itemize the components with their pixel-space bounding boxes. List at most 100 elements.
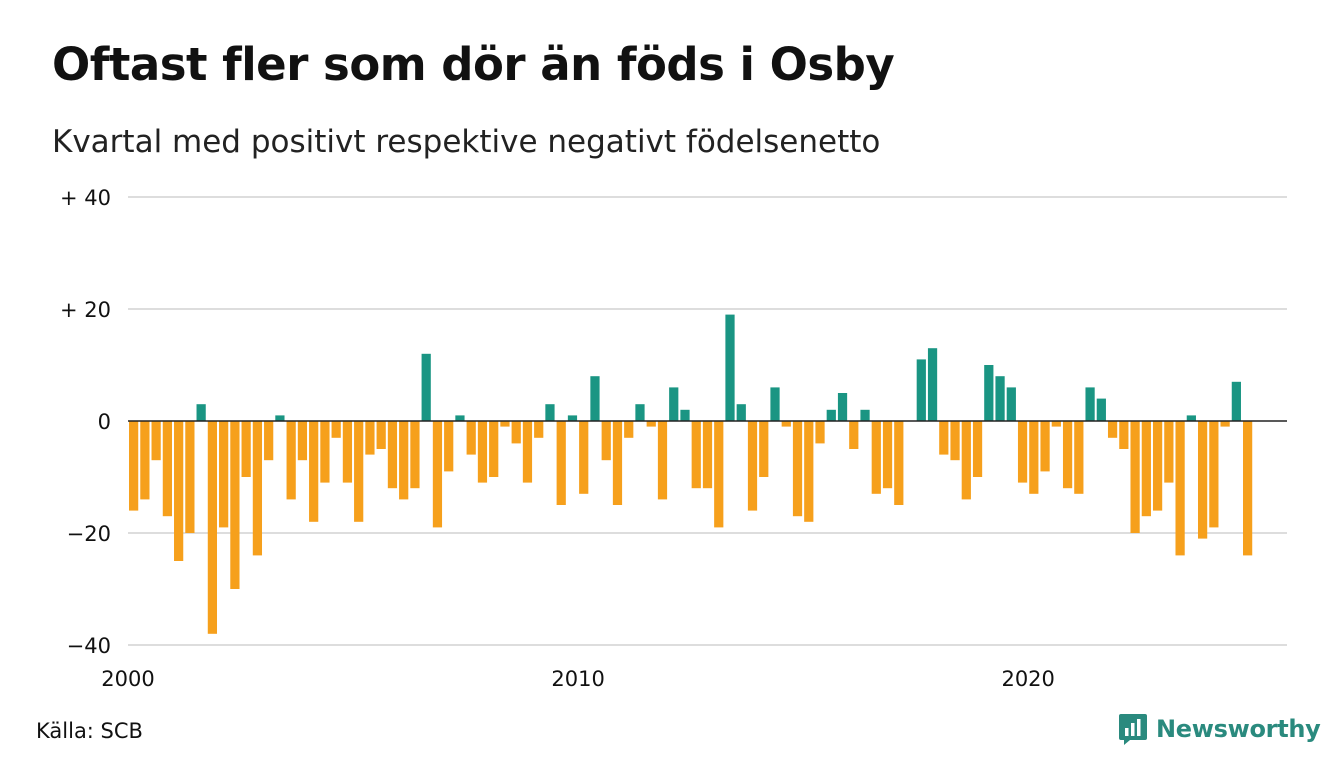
bar-positive bbox=[669, 387, 679, 421]
bar-negative bbox=[410, 421, 420, 489]
bar-negative bbox=[365, 421, 375, 455]
bar-negative bbox=[1040, 421, 1050, 472]
bar-negative bbox=[950, 421, 960, 461]
source-note: Källa: SCB bbox=[36, 719, 143, 743]
y-tick-label: −20 bbox=[67, 522, 111, 546]
bar-negative bbox=[162, 421, 172, 517]
bar-positive bbox=[635, 404, 645, 421]
bar-positive bbox=[1096, 398, 1106, 421]
bar-positive bbox=[927, 348, 938, 421]
bar-negative bbox=[691, 421, 701, 489]
bar-negative bbox=[804, 421, 814, 522]
bar-negative bbox=[444, 421, 454, 472]
bar-negative bbox=[432, 421, 443, 528]
bar-negative bbox=[849, 421, 859, 449]
bar-negative bbox=[747, 421, 758, 511]
bar-negative bbox=[522, 421, 533, 483]
bar-negative bbox=[1017, 421, 1028, 483]
bar-negative bbox=[1051, 421, 1061, 427]
grid-lines bbox=[128, 196, 1287, 646]
bar-negative bbox=[219, 421, 229, 528]
brand-logo[interactable]: Newsworthy bbox=[1118, 712, 1321, 746]
bar-positive bbox=[826, 409, 836, 421]
bar-negative bbox=[556, 421, 566, 505]
y-tick-label: 0 bbox=[98, 410, 111, 434]
bar-negative bbox=[466, 421, 476, 455]
bar-series bbox=[129, 314, 1253, 634]
bar-negative bbox=[781, 421, 791, 427]
bar-negative bbox=[612, 421, 623, 505]
bar-negative bbox=[264, 421, 274, 461]
bar-positive bbox=[860, 409, 870, 421]
bar-negative bbox=[759, 421, 769, 477]
x-tick-label: 2010 bbox=[551, 667, 604, 691]
bar-positive bbox=[984, 365, 994, 421]
bar-positive bbox=[1186, 415, 1196, 421]
bar-positive bbox=[196, 404, 206, 421]
bar-negative bbox=[871, 421, 881, 494]
y-tick-label: + 40 bbox=[60, 186, 111, 210]
bar-negative bbox=[1062, 421, 1073, 489]
bar-positive bbox=[1006, 387, 1016, 421]
bar-positive bbox=[1085, 387, 1095, 421]
bar-negative bbox=[1209, 421, 1219, 528]
bar-negative bbox=[714, 421, 724, 528]
bar-positive bbox=[455, 415, 465, 421]
bar-negative bbox=[477, 421, 488, 483]
bar-negative bbox=[387, 421, 398, 489]
bar-negative bbox=[331, 421, 341, 438]
bar-negative bbox=[1141, 421, 1151, 517]
bar-positive bbox=[421, 353, 431, 421]
bar-positive bbox=[1231, 381, 1241, 421]
bar-positive bbox=[736, 404, 746, 421]
bar-negative bbox=[1119, 421, 1129, 449]
bar-negative bbox=[1130, 421, 1140, 533]
bar-negative bbox=[320, 421, 330, 483]
bar-negative bbox=[624, 421, 634, 438]
bar-negative bbox=[140, 421, 150, 500]
newsworthy-logo-icon bbox=[1119, 714, 1147, 745]
bar-negative bbox=[151, 421, 161, 461]
bar-negative bbox=[1243, 421, 1253, 556]
bar-negative bbox=[702, 421, 713, 489]
bar-negative bbox=[646, 421, 656, 427]
bar-negative bbox=[1029, 421, 1039, 494]
x-tick-label: 2020 bbox=[1001, 667, 1054, 691]
bar-negative bbox=[657, 421, 668, 500]
bar-negative bbox=[579, 421, 589, 494]
bar-negative bbox=[601, 421, 611, 461]
bar-negative bbox=[252, 421, 263, 556]
bar-negative bbox=[286, 421, 296, 500]
bar-negative bbox=[792, 421, 803, 517]
bar-negative bbox=[1107, 421, 1118, 438]
x-tick-label: 2000 bbox=[101, 667, 154, 691]
bar-negative bbox=[1074, 421, 1084, 494]
bar-negative bbox=[185, 421, 195, 533]
bar-negative bbox=[297, 421, 308, 461]
bar-negative bbox=[489, 421, 499, 477]
bar-positive bbox=[545, 404, 555, 421]
bar-positive bbox=[567, 415, 578, 421]
bar-negative bbox=[511, 421, 521, 444]
chart-subtitle: Kvartal med positivt respektive negativt… bbox=[52, 124, 881, 160]
bar-negative bbox=[1152, 421, 1163, 511]
y-tick-label: −40 bbox=[67, 634, 111, 658]
bar-negative bbox=[1164, 421, 1174, 483]
bar-negative bbox=[207, 421, 218, 634]
bar-negative bbox=[972, 421, 983, 477]
bar-positive bbox=[995, 376, 1005, 421]
bar-positive bbox=[680, 409, 690, 421]
bar-negative bbox=[230, 421, 240, 589]
bar-positive bbox=[770, 387, 780, 421]
bar-negative bbox=[894, 421, 904, 505]
bar-negative bbox=[534, 421, 544, 438]
bar-negative bbox=[376, 421, 386, 449]
brand-name: Newsworthy bbox=[1156, 715, 1321, 743]
bar-positive bbox=[275, 415, 285, 421]
bar-negative bbox=[129, 421, 139, 511]
bar-negative bbox=[882, 421, 893, 489]
axes: + 40 + 20 0 −20 −40 2000 2010 2020 bbox=[60, 186, 1287, 691]
bar-negative bbox=[342, 421, 353, 483]
bar-negative bbox=[939, 421, 949, 455]
